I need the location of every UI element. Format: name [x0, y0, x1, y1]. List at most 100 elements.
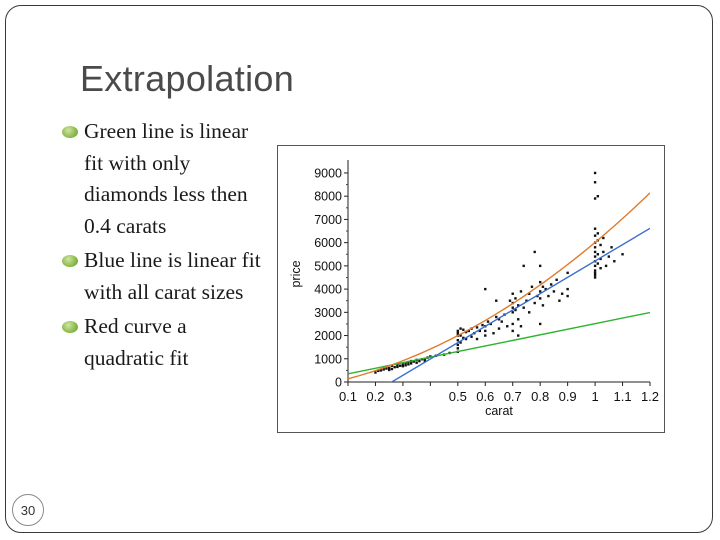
- bullet-text: Blue line is linear fit with all carat s…: [84, 248, 261, 304]
- data-point: [514, 308, 517, 312]
- data-point: [407, 363, 410, 366]
- y-tick-label: 2000: [314, 329, 342, 343]
- data-point: [511, 292, 514, 295]
- data-point: [511, 322, 514, 326]
- data-point: [596, 194, 600, 198]
- data-point: [467, 329, 470, 333]
- x-tick-label: 0.5: [449, 389, 467, 404]
- bullet-red-curve: Red curve a quadratic fit: [62, 311, 262, 374]
- x-tick-label: 1.1: [614, 389, 632, 404]
- slide-title: Extrapolation: [80, 58, 295, 99]
- bullet-list: Green line is linear fit with only diamo…: [62, 116, 262, 377]
- data-point: [409, 362, 413, 365]
- data-point: [489, 322, 492, 326]
- red-quadratic-curve: [348, 192, 650, 380]
- data-point: [514, 297, 517, 300]
- data-point: [530, 285, 534, 288]
- data-point: [538, 290, 542, 293]
- data-point: [596, 253, 600, 256]
- data-point: [398, 364, 402, 367]
- x-tick-label: 0.7: [504, 389, 522, 404]
- data-point: [599, 257, 602, 261]
- data-point: [456, 343, 460, 347]
- y-tick-label: 6000: [314, 236, 342, 250]
- y-tick-label: 4000: [314, 283, 342, 297]
- data-point: [456, 329, 460, 333]
- data-point: [519, 325, 523, 328]
- data-point: [393, 365, 396, 369]
- data-point: [511, 311, 514, 314]
- bullet-text: Red curve a quadratic fit: [84, 314, 189, 370]
- y-tick-label: 0: [335, 376, 342, 390]
- data-point: [593, 234, 597, 237]
- data-point: [470, 335, 473, 338]
- slide-number-badge: 30: [12, 494, 44, 526]
- data-point: [593, 227, 597, 230]
- x-tick-label: 0.3: [394, 389, 412, 404]
- data-point: [456, 347, 460, 350]
- data-point: [549, 283, 553, 286]
- data-point: [401, 363, 405, 366]
- data-point: [492, 332, 495, 335]
- data-point: [459, 341, 462, 344]
- data-point: [552, 290, 556, 293]
- data-point: [596, 262, 600, 265]
- data-point: [604, 264, 608, 268]
- data-point: [602, 250, 605, 254]
- data-point: [456, 338, 460, 342]
- data-point: [387, 368, 391, 372]
- data-point: [396, 364, 399, 367]
- data-point: [593, 269, 597, 272]
- data-point: [596, 232, 600, 235]
- data-point: [621, 253, 624, 256]
- data-point: [528, 311, 531, 314]
- data-point: [607, 255, 611, 258]
- bullet-text: Green line is linear fit with only diamo…: [84, 119, 249, 238]
- data-point: [475, 337, 479, 341]
- data-point: [415, 361, 418, 364]
- data-point: [538, 264, 542, 268]
- y-tick-label: 3000: [314, 306, 342, 320]
- x-tick-label: 0.9: [559, 389, 577, 404]
- data-point: [533, 301, 536, 305]
- data-point: [593, 264, 597, 268]
- data-point: [495, 299, 498, 302]
- y-tick-label: 9000: [314, 166, 342, 180]
- x-axis-label: carat: [485, 404, 513, 418]
- data-point: [423, 359, 427, 363]
- data-point: [497, 318, 501, 321]
- data-point: [593, 246, 597, 249]
- slide-number: 30: [20, 502, 36, 518]
- data-point: [390, 367, 394, 371]
- data-point: [538, 280, 542, 284]
- data-point: [517, 304, 520, 307]
- data-point: [522, 306, 525, 309]
- data-point: [566, 271, 569, 275]
- data-point: [599, 266, 602, 270]
- data-point: [464, 337, 468, 341]
- data-point: [538, 297, 542, 300]
- data-point: [478, 329, 481, 333]
- x-tick-label: 0.1: [339, 389, 357, 404]
- data-point: [462, 328, 465, 331]
- data-point: [593, 181, 597, 184]
- green-fit-line: [348, 311, 650, 375]
- data-point: [519, 290, 523, 293]
- data-point: [385, 367, 388, 370]
- scatter-chart: 0 1000 2000 3000 4000 5000 6000 7000 8000 9000 0.1…: [277, 145, 665, 433]
- data-point: [517, 318, 520, 321]
- data-point: [495, 315, 498, 319]
- data-point: [528, 292, 531, 295]
- data-point: [484, 334, 487, 337]
- data-point: [599, 243, 602, 247]
- x-tick-label: 0.2: [366, 389, 384, 404]
- x-tick-label: 1.2: [641, 389, 659, 404]
- data-point: [547, 294, 550, 298]
- bullet-dot-icon: [62, 321, 78, 333]
- data-point: [558, 299, 561, 302]
- data-point: [404, 364, 407, 367]
- data-point: [412, 360, 416, 363]
- data-point: [593, 271, 597, 275]
- data-point: [418, 359, 421, 363]
- data-point: [593, 250, 597, 254]
